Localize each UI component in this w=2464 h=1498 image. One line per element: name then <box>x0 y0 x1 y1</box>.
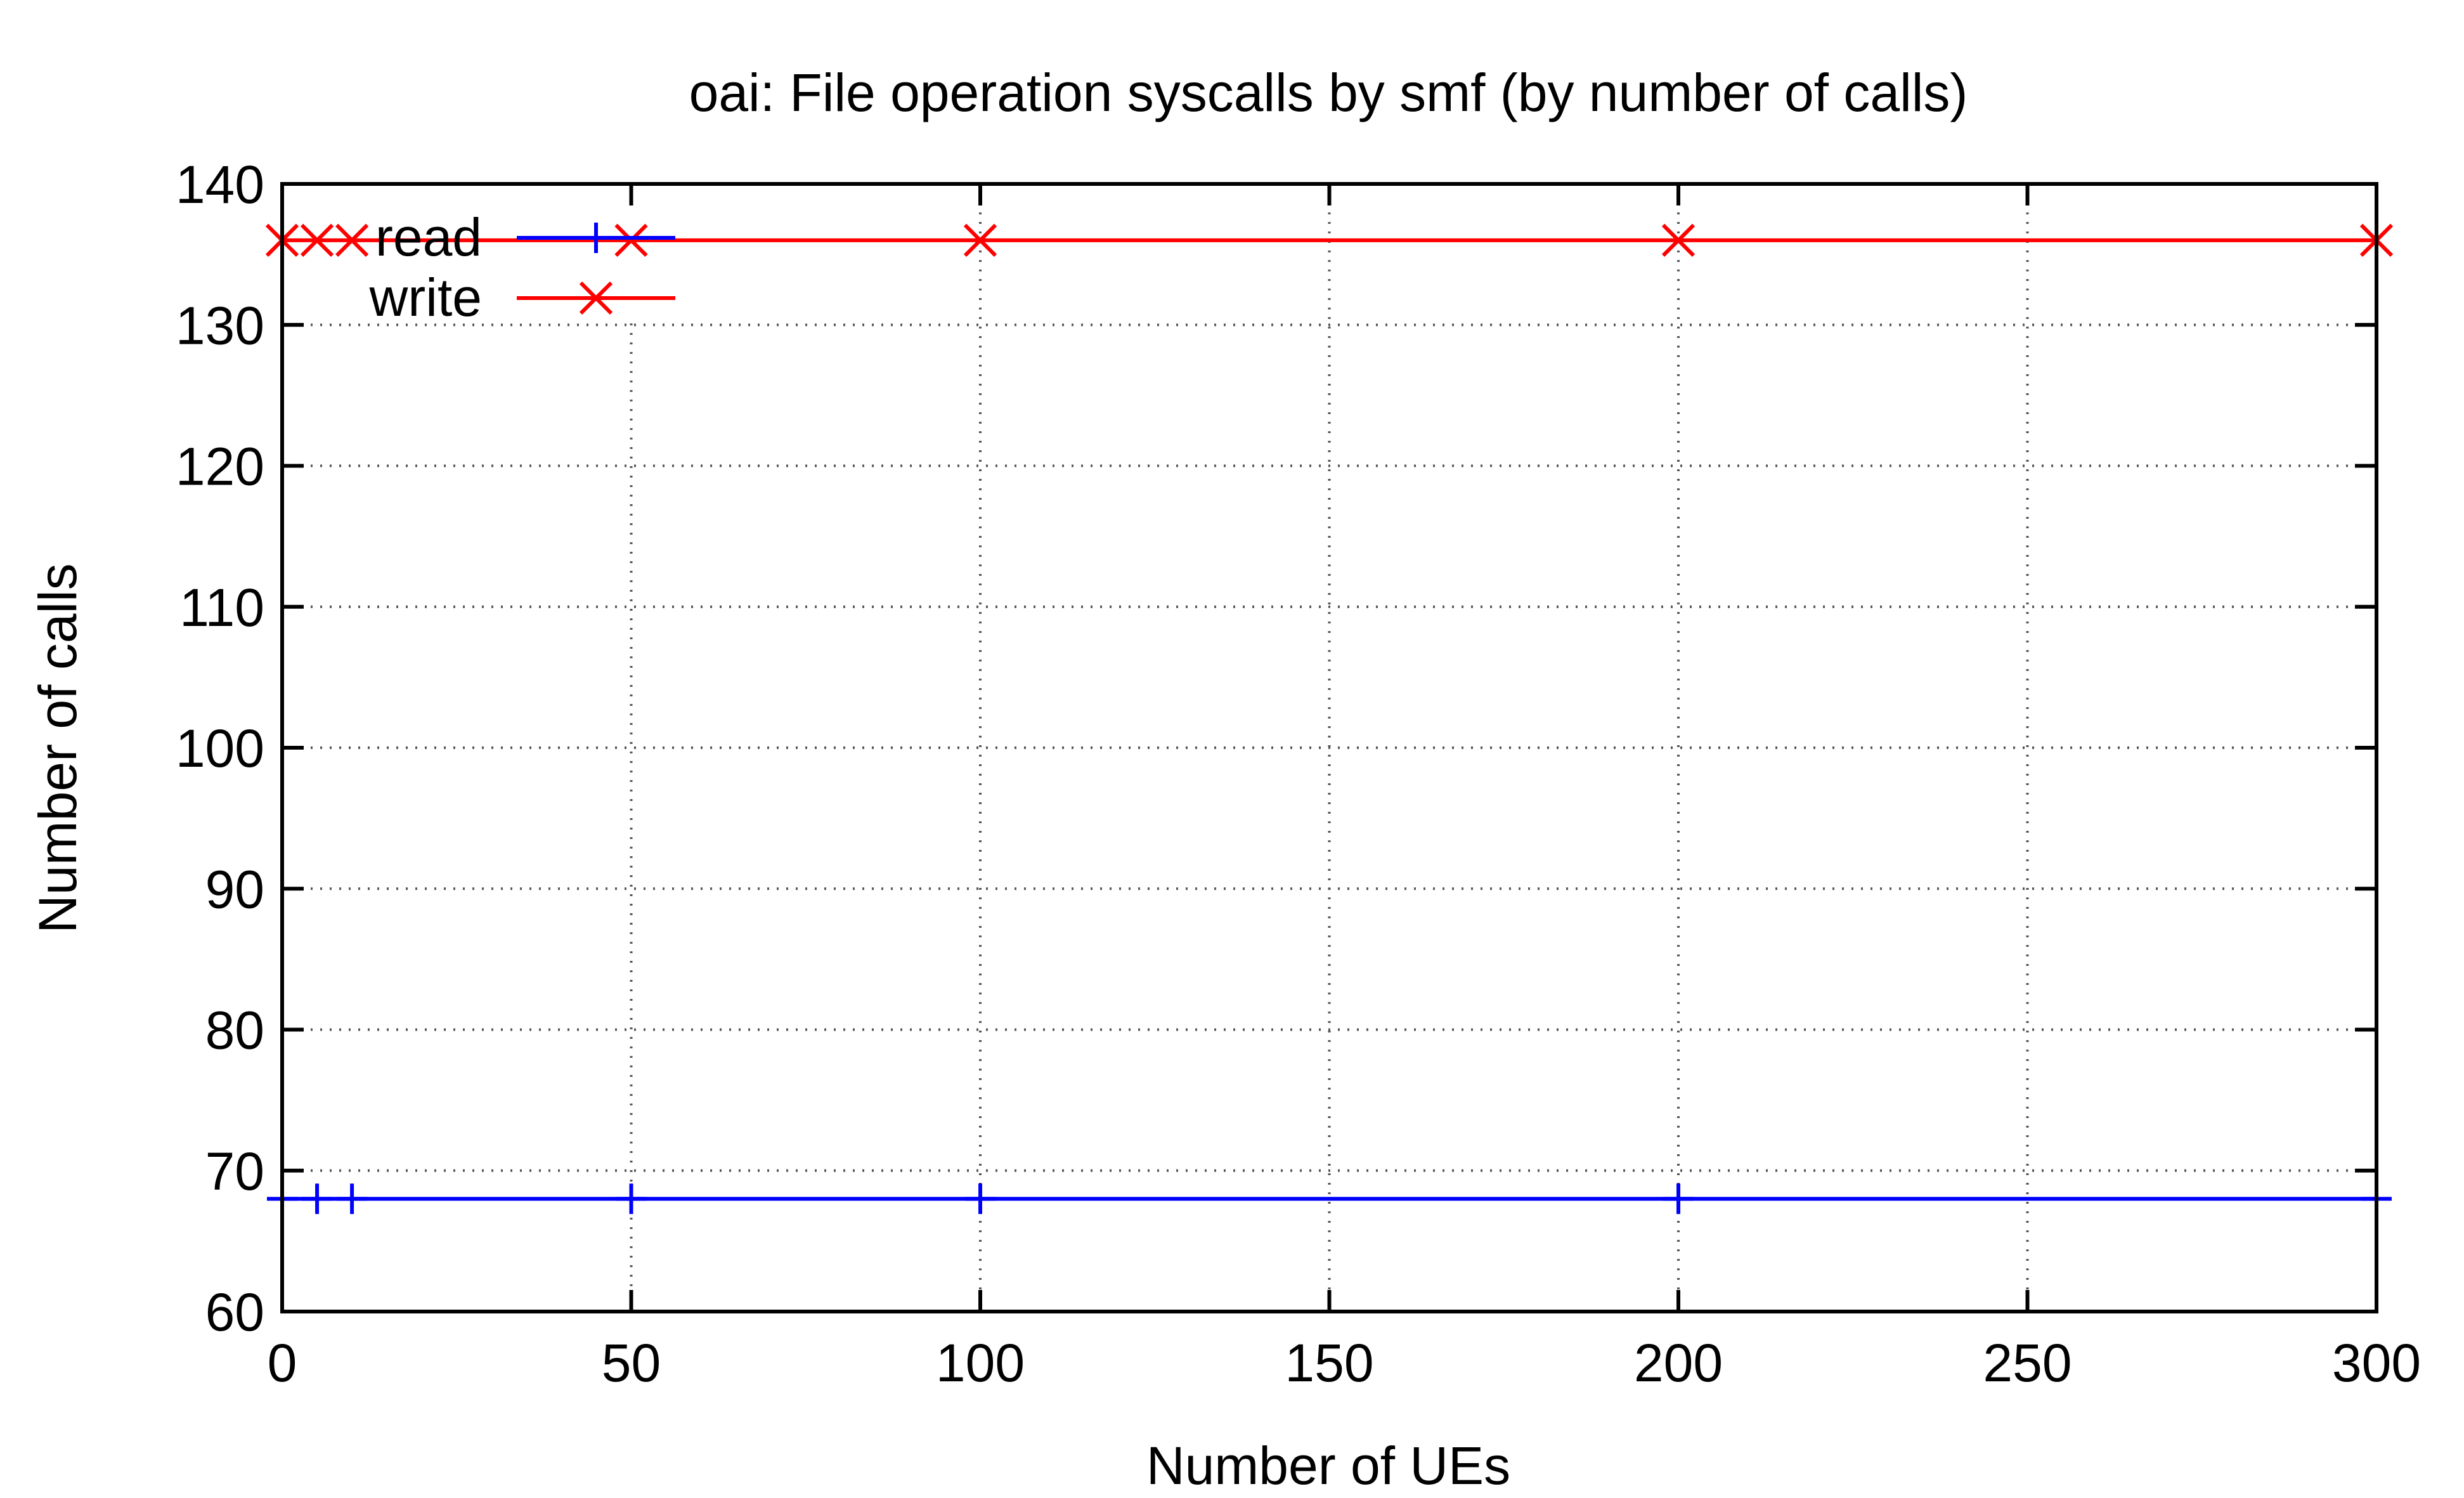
legend-item-write: write <box>369 268 675 327</box>
data-point-read <box>337 1183 368 1215</box>
data-point-read <box>616 1183 647 1215</box>
y-axis-label: Number of calls <box>28 563 88 934</box>
x-tick-label: 0 <box>268 1333 297 1393</box>
x-tick-label: 150 <box>1285 1333 1373 1393</box>
data-point-write <box>300 223 334 257</box>
y-tick-label: 70 <box>205 1142 264 1201</box>
y-tick-label: 90 <box>205 859 264 919</box>
y-tick-label: 120 <box>176 437 264 497</box>
y-tick-label: 140 <box>176 155 264 214</box>
x-tick-label: 200 <box>1634 1333 1723 1393</box>
data-point-read <box>1663 1183 1694 1215</box>
x-tick-label: 300 <box>2332 1333 2421 1393</box>
y-tick-label: 110 <box>179 578 264 637</box>
y-tick-label: 130 <box>176 296 264 355</box>
x-axis-label: Number of UEs <box>1146 1436 1510 1495</box>
data-point-write <box>963 223 997 257</box>
x-tick-label: 250 <box>1983 1333 2072 1393</box>
data-point-write <box>1661 223 1696 257</box>
x-tick-label: 100 <box>936 1333 1025 1393</box>
legend-marker <box>581 223 611 253</box>
chart-title: oai: File operation syscalls by smf (by … <box>689 63 1968 122</box>
series-read <box>267 1183 2392 1215</box>
data-point-write <box>614 223 648 257</box>
legend-label: read <box>375 207 482 267</box>
legend-item-read: read <box>375 207 675 267</box>
grid-lines <box>282 184 2376 1312</box>
legend-label: write <box>369 268 482 327</box>
x-tick-label: 50 <box>602 1333 661 1393</box>
data-point-write <box>335 223 369 257</box>
y-tick-label: 80 <box>205 1001 264 1060</box>
axis-ticks: 60 70 80 90 100 110 120 130 140 0 50 100 150 200 250 30… <box>176 155 2421 1393</box>
y-tick-label: 100 <box>176 719 264 778</box>
y-tick-label: 60 <box>205 1282 264 1342</box>
data-point-read <box>302 1183 333 1215</box>
data-point-read <box>965 1183 995 1215</box>
legend-marker <box>579 281 613 315</box>
